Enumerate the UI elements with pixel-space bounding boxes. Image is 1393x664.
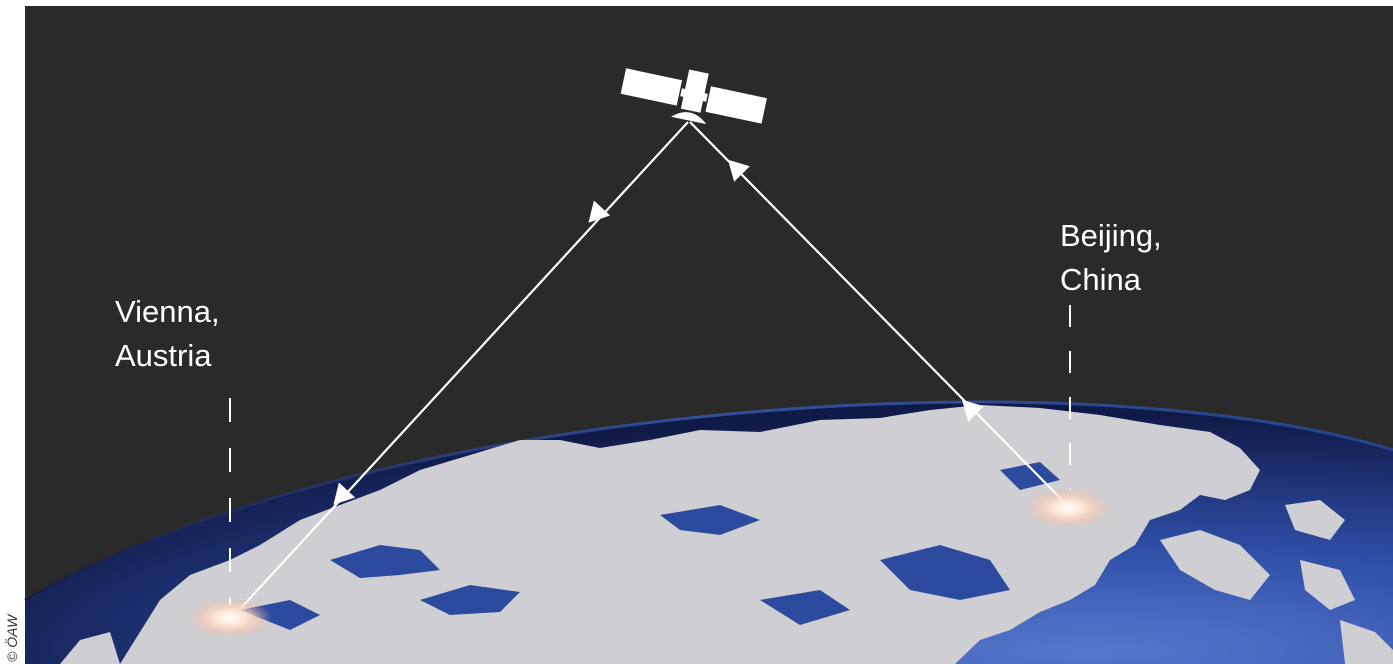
beijing-label-line1: Beijing, [1060,218,1162,253]
sea-inlets [240,462,1060,630]
vienna-label-line1: Vienna, [115,294,220,329]
beam-satellite-to-vienna [229,121,689,621]
vienna-label-line2: Austria [115,338,212,373]
signal-beams [229,121,1069,621]
beijing-station-glow [1024,488,1112,528]
arrow-icon [333,482,356,505]
land-masses [60,405,1393,664]
arrow-icon [961,399,984,422]
beijing-label-line2: China [1060,262,1142,297]
arrow-icon [588,200,611,223]
earth-rim [24,400,1393,602]
arrow-icon [727,159,750,182]
copyright-notice: © ÖAW [3,613,20,662]
beam-beijing-to-satellite [689,121,1069,507]
vienna-station-glow [188,598,272,638]
satellite-icon [620,68,767,125]
